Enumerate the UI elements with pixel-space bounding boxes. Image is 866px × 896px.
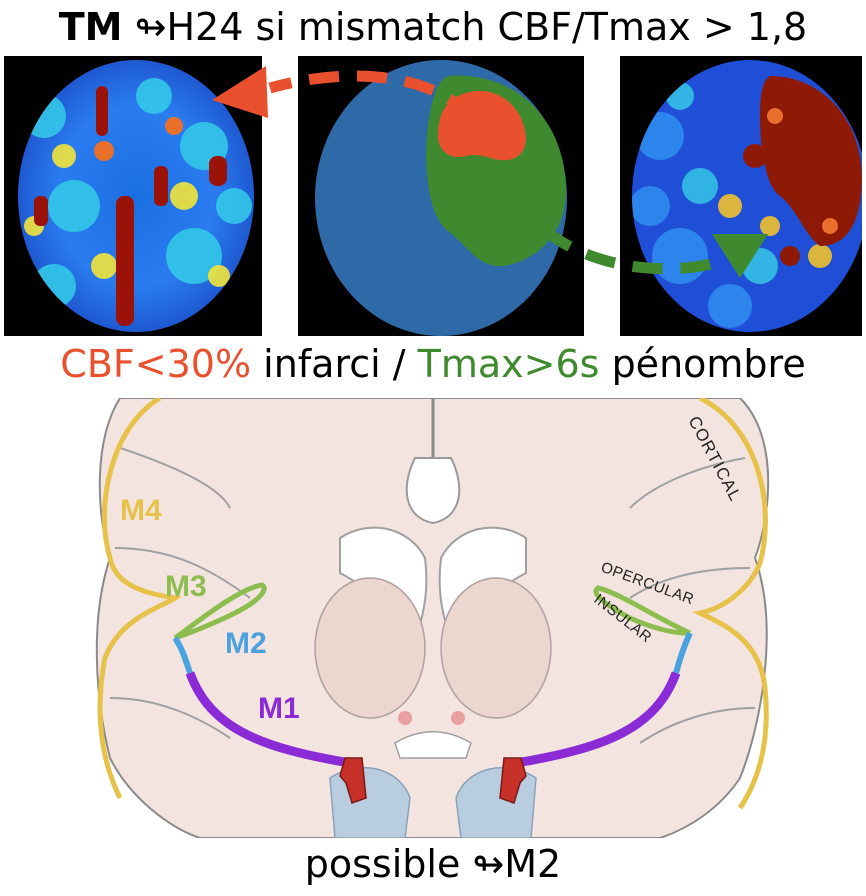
perfusion-caption: CBF<30% infarci / Tmax>6s pénombre	[0, 340, 866, 388]
cbf-label: CBF<30%	[60, 342, 252, 386]
m1-label: M1	[258, 692, 300, 725]
tmax-perfusion-map	[620, 56, 862, 336]
m4-label: M4	[120, 494, 162, 527]
bottom-note: possible ↬M2	[304, 842, 562, 886]
title-tm: TM	[58, 5, 123, 49]
mca-coronal-diagram: M4 M3 M2 M1 CORTICAL OPERCULAR INSULAR	[95, 398, 770, 838]
m2-label: M2	[225, 627, 267, 660]
ica-left	[339, 757, 367, 804]
m2-right-segment	[673, 631, 693, 674]
m4-left-segment	[97, 398, 182, 800]
page-title: TM ↬H24 si mismatch CBF/Tmax > 1,8	[0, 4, 866, 50]
mismatch-schematic	[298, 56, 584, 336]
m3-left-segment	[173, 582, 267, 641]
penumbra-label: pénombre	[599, 342, 806, 386]
m1-left-segment	[185, 671, 351, 768]
m3-right-segment	[593, 585, 691, 636]
tmax-label: Tmax>6s	[417, 342, 600, 386]
title-text: ↬H24 si mismatch CBF/Tmax > 1,8	[134, 5, 808, 49]
m1-right-segment	[515, 671, 681, 768]
m3-label: M3	[165, 570, 207, 603]
m4-right-segment	[692, 398, 769, 810]
infarct-label: infarci /	[251, 342, 418, 386]
m2-left-segment	[172, 636, 193, 674]
ica-right	[499, 757, 527, 804]
cbf-perfusion-map	[4, 56, 262, 336]
